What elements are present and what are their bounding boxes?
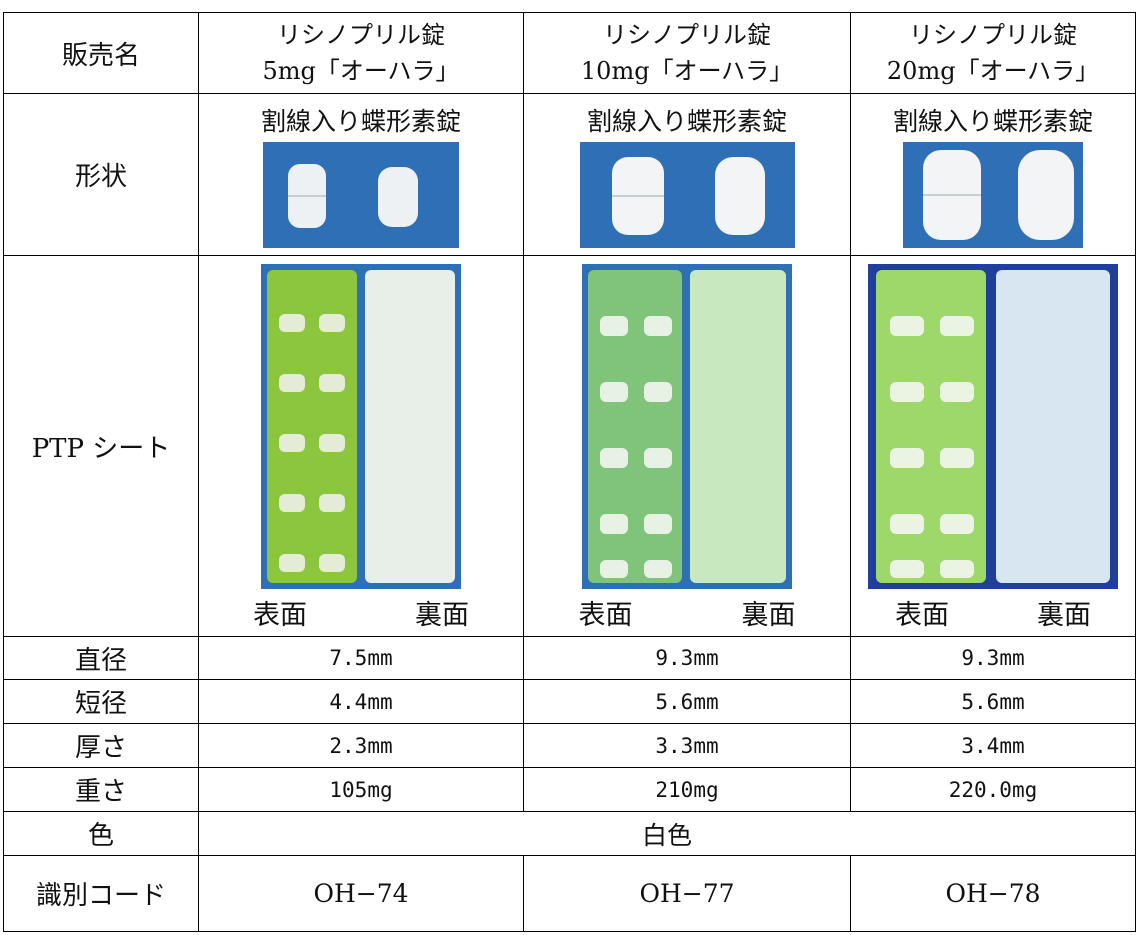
pill-photo xyxy=(579,141,795,248)
side-label: 表面 xyxy=(253,600,307,631)
shape-text: 割線入り蝶形素錠 xyxy=(892,106,1093,136)
ptp-row: PTP シート 表面 裏面 表面 裏面 表面 裏面 xyxy=(3,255,1136,637)
cell: 白色 xyxy=(198,811,1136,856)
cell: 7.5mm xyxy=(198,636,524,680)
name-line: リシノプリル錠 xyxy=(909,21,1077,49)
name-line: リシノプリル錠 xyxy=(277,21,445,49)
row-label: 識別コード xyxy=(3,855,199,932)
side-label: 裏面 xyxy=(741,600,796,631)
diameter-row: 直径 7.5mm 9.3mm 9.3mm xyxy=(3,636,1136,680)
cell: OH−74 xyxy=(198,855,524,932)
cell: 割線入り蝶形素錠 xyxy=(850,93,1136,256)
name-line: 20mg「オーハラ」 xyxy=(886,57,1100,85)
cell: 9.3mm xyxy=(523,636,851,680)
cell: リシノプリル錠 5mg「オーハラ」 xyxy=(198,12,524,94)
cell: 割線入り蝶形素錠 xyxy=(523,93,851,256)
cell: 3.3mm xyxy=(523,723,851,768)
minor-row: 短径 4.4mm 5.6mm 5.6mm xyxy=(3,679,1136,724)
cell: 5.6mm xyxy=(523,679,851,724)
name-line: リシノプリル錠 xyxy=(603,21,771,49)
thickness-row: 厚さ 2.3mm 3.3mm 3.4mm xyxy=(3,723,1136,768)
row-label: 色 xyxy=(3,811,199,856)
color-row: 色 白色 xyxy=(3,811,1136,856)
cell: 210mg xyxy=(523,767,851,812)
code-row: 識別コード OH−74 OH−77 OH−78 xyxy=(3,855,1136,932)
row-label: 販売名 xyxy=(3,12,199,94)
cell: 5.6mm xyxy=(850,679,1136,724)
row-label: 厚さ xyxy=(3,723,199,768)
cell: 割線入り蝶形素錠 xyxy=(198,93,524,256)
cell: 9.3mm xyxy=(850,636,1136,680)
row-label: 形状 xyxy=(3,93,199,256)
cell: OH−77 xyxy=(523,855,851,932)
cell: リシノプリル錠 10mg「オーハラ」 xyxy=(523,12,851,94)
ptp-photo xyxy=(582,264,792,589)
cell: 105mg xyxy=(198,767,524,812)
pill-photo xyxy=(263,141,459,248)
ptp-sides: 表面 裏面 xyxy=(851,593,1135,632)
shape-text: 割線入り蝶形素錠 xyxy=(260,106,461,136)
row-label: 短径 xyxy=(3,679,199,724)
cell: 3.4mm xyxy=(850,723,1136,768)
cell: 220.0mg xyxy=(850,767,1136,812)
weight-row: 重さ 105mg 210mg 220.0mg xyxy=(3,767,1136,812)
shape-row: 形状 割線入り蝶形素錠 割線入り蝶形素錠 割線入り蝶形素錠 xyxy=(3,93,1136,256)
ptp-sides: 表面 裏面 xyxy=(199,593,523,632)
cell: 2.3mm xyxy=(198,723,524,768)
cell: OH−78 xyxy=(850,855,1136,932)
spec-table: 販売名 リシノプリル錠 5mg「オーハラ」 リシノプリル錠 10mg「オーハラ」 リ… xyxy=(3,12,1136,932)
side-label: 表面 xyxy=(895,600,949,631)
cell: 表面 裏面 xyxy=(850,255,1136,637)
name-row: 販売名 リシノプリル錠 5mg「オーハラ」 リシノプリル錠 10mg「オーハラ」 リ… xyxy=(3,12,1136,94)
name-line: 10mg「オーハラ」 xyxy=(580,57,794,85)
name-line: 5mg「オーハラ」 xyxy=(262,57,460,85)
shape-text: 割線入り蝶形素錠 xyxy=(586,106,787,136)
side-label: 裏面 xyxy=(415,600,469,631)
side-label: 表面 xyxy=(578,600,633,631)
cell: 表面 裏面 xyxy=(198,255,524,637)
cell: リシノプリル錠 20mg「オーハラ」 xyxy=(850,12,1136,94)
ptp-photo xyxy=(261,264,461,589)
side-label: 裏面 xyxy=(1037,600,1091,631)
row-label: PTP シート xyxy=(3,255,199,637)
cell: 4.4mm xyxy=(198,679,524,724)
pill-photo xyxy=(903,141,1083,248)
cell: 表面 裏面 xyxy=(523,255,851,637)
row-label: 重さ xyxy=(3,767,199,812)
ptp-photo xyxy=(868,264,1118,589)
row-label: 直径 xyxy=(3,636,199,680)
ptp-sides: 表面 裏面 xyxy=(524,593,850,632)
